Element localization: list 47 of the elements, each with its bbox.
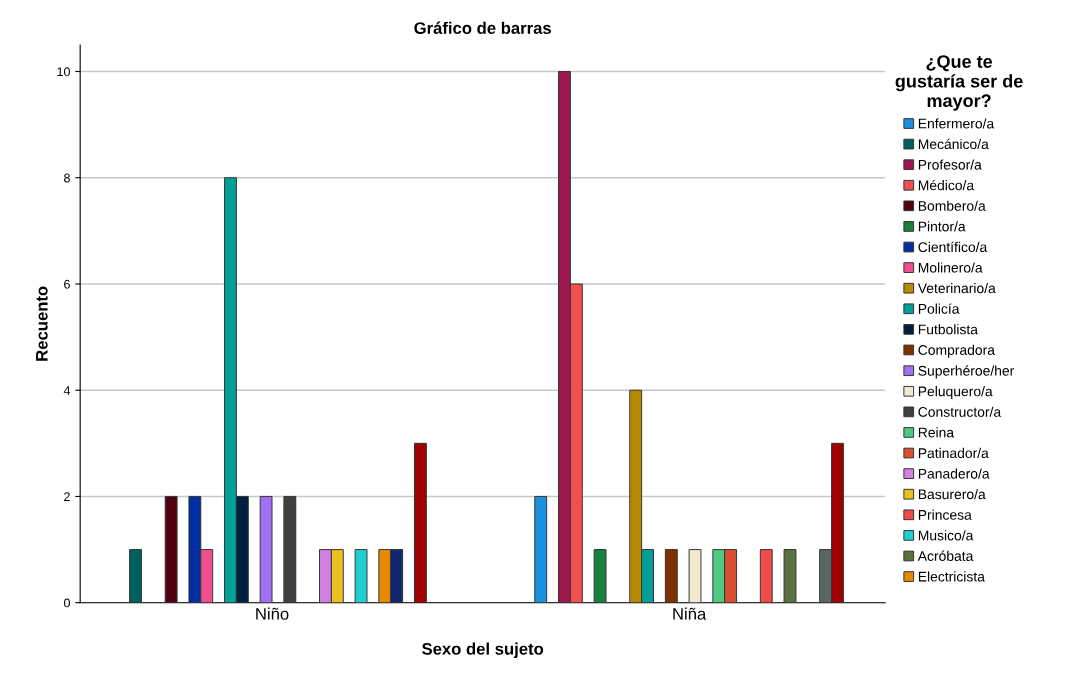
legend-label: Superhéroe/her: [918, 365, 1015, 379]
bar: [164, 495, 178, 603]
legend-label: Basurero/a: [918, 489, 986, 500]
legend-label: Peluquero/a: [918, 386, 993, 400]
legend-label: Científico/a: [918, 241, 988, 253]
legend-label: Médico/a: [918, 179, 975, 191]
legend-label: Pintor/a: [918, 221, 966, 232]
legend-label: Constructor/a: [918, 406, 1002, 417]
bar: [413, 442, 427, 603]
bar: [283, 495, 297, 603]
bar: [129, 549, 142, 603]
y-tick-label: 2: [64, 492, 70, 501]
y-tick-label: 10: [57, 67, 70, 77]
x-axis-title: Sexo del sujeto: [422, 642, 544, 659]
y-tick-label: 8: [64, 173, 70, 183]
legend-title: ¿Que te gustaría ser de mayor?: [895, 55, 1023, 111]
x-tick-label: Niño: [256, 607, 289, 620]
legend-label: Veterinario/a: [917, 282, 996, 294]
legend-label: Mecánico/a: [918, 138, 989, 150]
legend-label: Patinador/a: [918, 447, 989, 459]
legend-label: Reina: [918, 427, 955, 438]
legend-label: Electricista: [918, 571, 985, 582]
bar: [593, 549, 607, 603]
y-tick-label: 4: [63, 386, 71, 395]
legend-label: Princesa: [918, 509, 972, 520]
bar: [664, 549, 678, 603]
y-axis-title: Recuento: [36, 286, 48, 361]
bar: [783, 549, 797, 603]
bar: [688, 549, 702, 603]
legend-label: Bombero/a: [918, 200, 986, 211]
legend-label: Futbolista: [918, 324, 978, 335]
legend-label: Policía: [918, 303, 960, 314]
legend-label: Acróbata: [917, 550, 974, 561]
y-tick-label: 6: [64, 279, 70, 289]
bar: [354, 549, 368, 603]
legend-label: Profesor/a: [918, 159, 982, 170]
chart-title: Gráfico de barras: [414, 21, 551, 34]
legend-label: Enfermero/a: [918, 118, 995, 129]
y-tick-label: 0: [63, 598, 70, 608]
bar: [534, 495, 548, 603]
legend-label: Panadero/a: [918, 468, 990, 479]
bar: [259, 495, 273, 603]
bar: [759, 549, 773, 603]
legend-label: Compradora: [918, 344, 995, 358]
legend-label: Molinero/a: [918, 262, 983, 273]
legend-label: Musico/a: [918, 530, 974, 541]
x-tick-label: Niña: [673, 607, 707, 620]
